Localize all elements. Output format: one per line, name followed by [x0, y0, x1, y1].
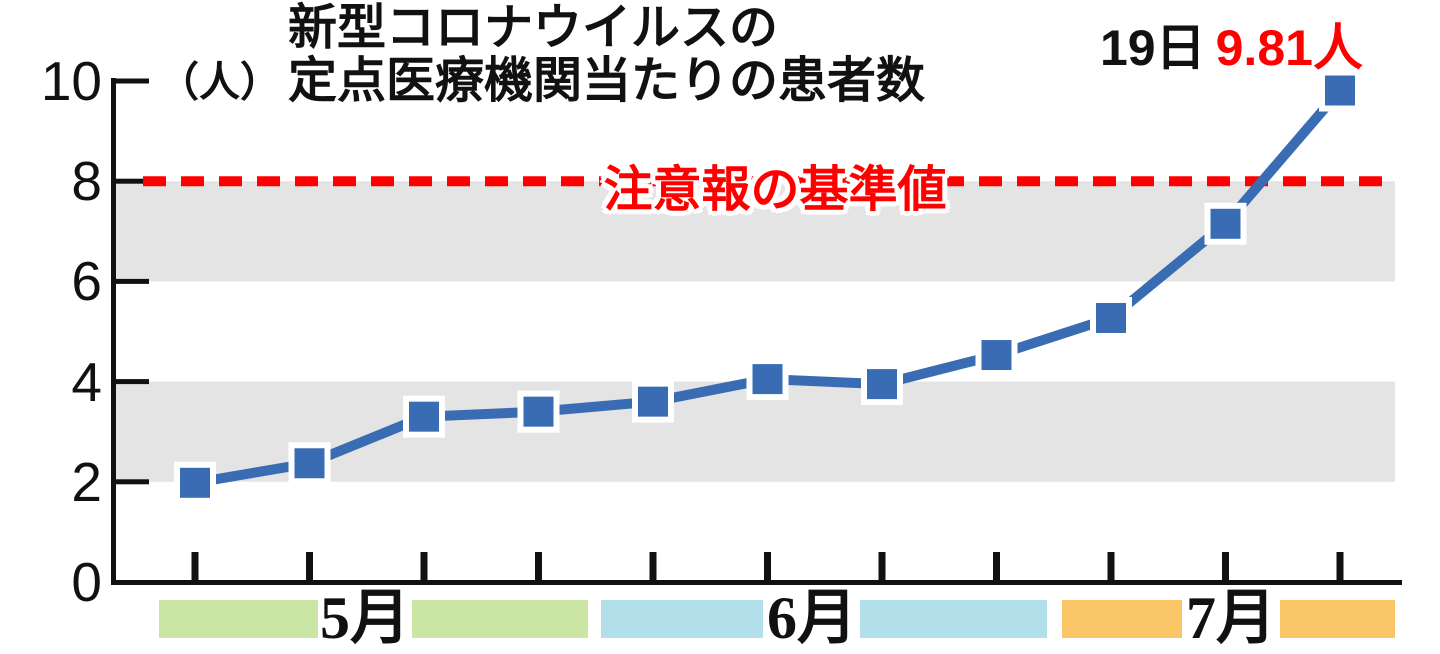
month-label: 6月 [767, 585, 857, 651]
x-axis-tick [1107, 552, 1115, 582]
x-axis-tick [1336, 552, 1344, 582]
y-axis-tick [116, 379, 149, 385]
annotation-date: 19日 [1100, 20, 1206, 76]
y-axis-tick [116, 78, 149, 84]
data-marker [1210, 208, 1241, 239]
y-axis-tick-label: 2 [71, 450, 102, 513]
threshold-line-label: 注意報の基準値 [603, 163, 947, 217]
chart-title: 新型コロナウイルスの 定点医療機関当たりの患者数 [288, 2, 925, 108]
data-marker [981, 340, 1012, 371]
x-axis-tick [306, 552, 313, 582]
data-marker [1325, 75, 1355, 106]
month-label: 5月 [320, 585, 410, 651]
month-band [860, 600, 1047, 638]
data-marker [1096, 302, 1126, 333]
y-axis-tick-label: 10 [40, 50, 102, 112]
data-marker [180, 467, 210, 498]
x-axis-tick [1222, 552, 1229, 582]
x-axis-tick [649, 552, 657, 582]
y-axis-tick [116, 178, 149, 184]
data-marker [409, 401, 439, 432]
annotation-value: 9.81人 [1215, 20, 1363, 76]
month-band [1280, 600, 1395, 638]
y-axis-unit-label: （人） [158, 59, 281, 105]
month-band [159, 600, 318, 638]
data-marker [867, 369, 897, 400]
y-axis-tick [116, 278, 149, 284]
x-axis-tick [764, 552, 771, 582]
month-band [601, 600, 763, 638]
y-axis-tick-label: 4 [71, 350, 102, 413]
last-point-annotation: 19日 9.81人 [1100, 8, 1363, 80]
data-marker [523, 396, 554, 427]
month-label: 7月 [1186, 585, 1276, 651]
data-marker [294, 448, 325, 479]
y-axis-tick-label: 6 [71, 250, 102, 313]
y-axis-tick-label: 8 [71, 150, 102, 213]
x-axis-tick [420, 552, 428, 582]
month-band [412, 600, 588, 638]
x-axis-line [111, 580, 1402, 585]
y-axis-line [111, 78, 116, 585]
x-axis-tick [878, 552, 886, 582]
y-axis-tick [116, 479, 149, 485]
x-axis-tick [535, 552, 542, 582]
y-axis-tick-label: 0 [71, 551, 102, 613]
month-band [1062, 600, 1182, 638]
chart-title-line1: 新型コロナウイルスの [288, 1, 779, 55]
x-axis-tick [191, 552, 199, 582]
x-axis-tick [993, 552, 1000, 582]
data-marker [752, 364, 783, 395]
chart-title-line2: 定点医療機関当たりの患者数 [288, 53, 926, 108]
data-marker [638, 386, 668, 417]
